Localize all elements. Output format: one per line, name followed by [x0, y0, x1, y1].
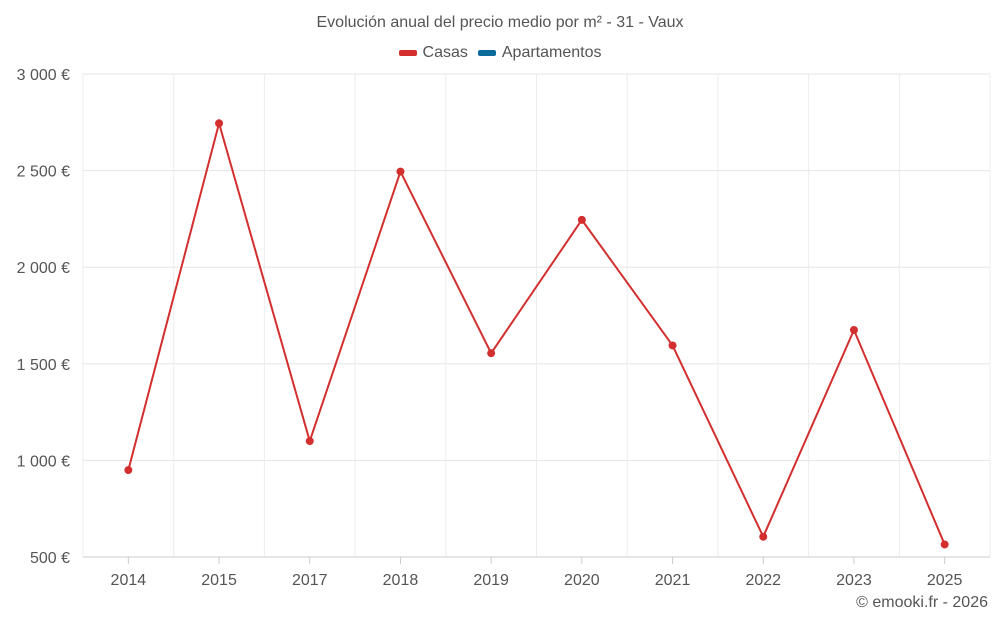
credit-text: © emooki.fr - 2026 — [856, 594, 988, 611]
data-point — [668, 341, 677, 350]
x-tick-label: 2018 — [383, 572, 419, 589]
legend: Casas Apartamentos — [0, 44, 1000, 62]
x-tick-label: 2017 — [292, 572, 328, 589]
data-point — [849, 325, 858, 334]
x-tick-label: 2025 — [927, 572, 963, 589]
x-tick-label: 2022 — [745, 572, 781, 589]
x-tick-label: 2020 — [564, 572, 600, 589]
data-point — [305, 437, 314, 446]
y-tick-label: 1 000 € — [17, 453, 70, 470]
y-tick-label: 1 500 € — [17, 357, 70, 374]
legend-swatch-apartamentos — [477, 50, 496, 56]
data-point — [487, 349, 496, 358]
data-point — [940, 540, 949, 549]
legend-item-casas[interactable]: Casas — [398, 44, 468, 62]
y-tick-label: 2 000 € — [17, 260, 70, 277]
legend-label-apartamentos: Apartamentos — [501, 44, 602, 61]
grid-layer — [82, 73, 991, 558]
data-point — [396, 167, 405, 176]
x-tick-label: 2019 — [473, 572, 509, 589]
data-point — [759, 532, 768, 541]
chart-title: Evolución anual del precio medio por m² … — [316, 14, 684, 31]
data-point — [215, 119, 224, 128]
series-line-casas — [127, 122, 946, 545]
legend-label-casas: Casas — [422, 44, 468, 61]
y-tick-label: 2 500 € — [17, 164, 70, 181]
x-tick-label: 2015 — [201, 572, 237, 589]
data-point — [577, 215, 586, 224]
y-tick-label: 500 € — [30, 550, 70, 567]
x-tick-label: 2023 — [836, 572, 872, 589]
legend-swatch-casas — [398, 50, 417, 56]
legend-item-apartamentos[interactable]: Apartamentos — [477, 44, 602, 62]
series-layer — [124, 119, 949, 549]
x-tick-label: 2021 — [655, 572, 691, 589]
y-tick-label: 3 000 € — [17, 67, 70, 84]
x-tick-label: 2014 — [111, 572, 147, 589]
data-point — [124, 466, 133, 475]
axis-layer: 500 € 1 000 € 1 500 € 2 000 € 2 500 € 3 000 €… — [17, 67, 990, 589]
